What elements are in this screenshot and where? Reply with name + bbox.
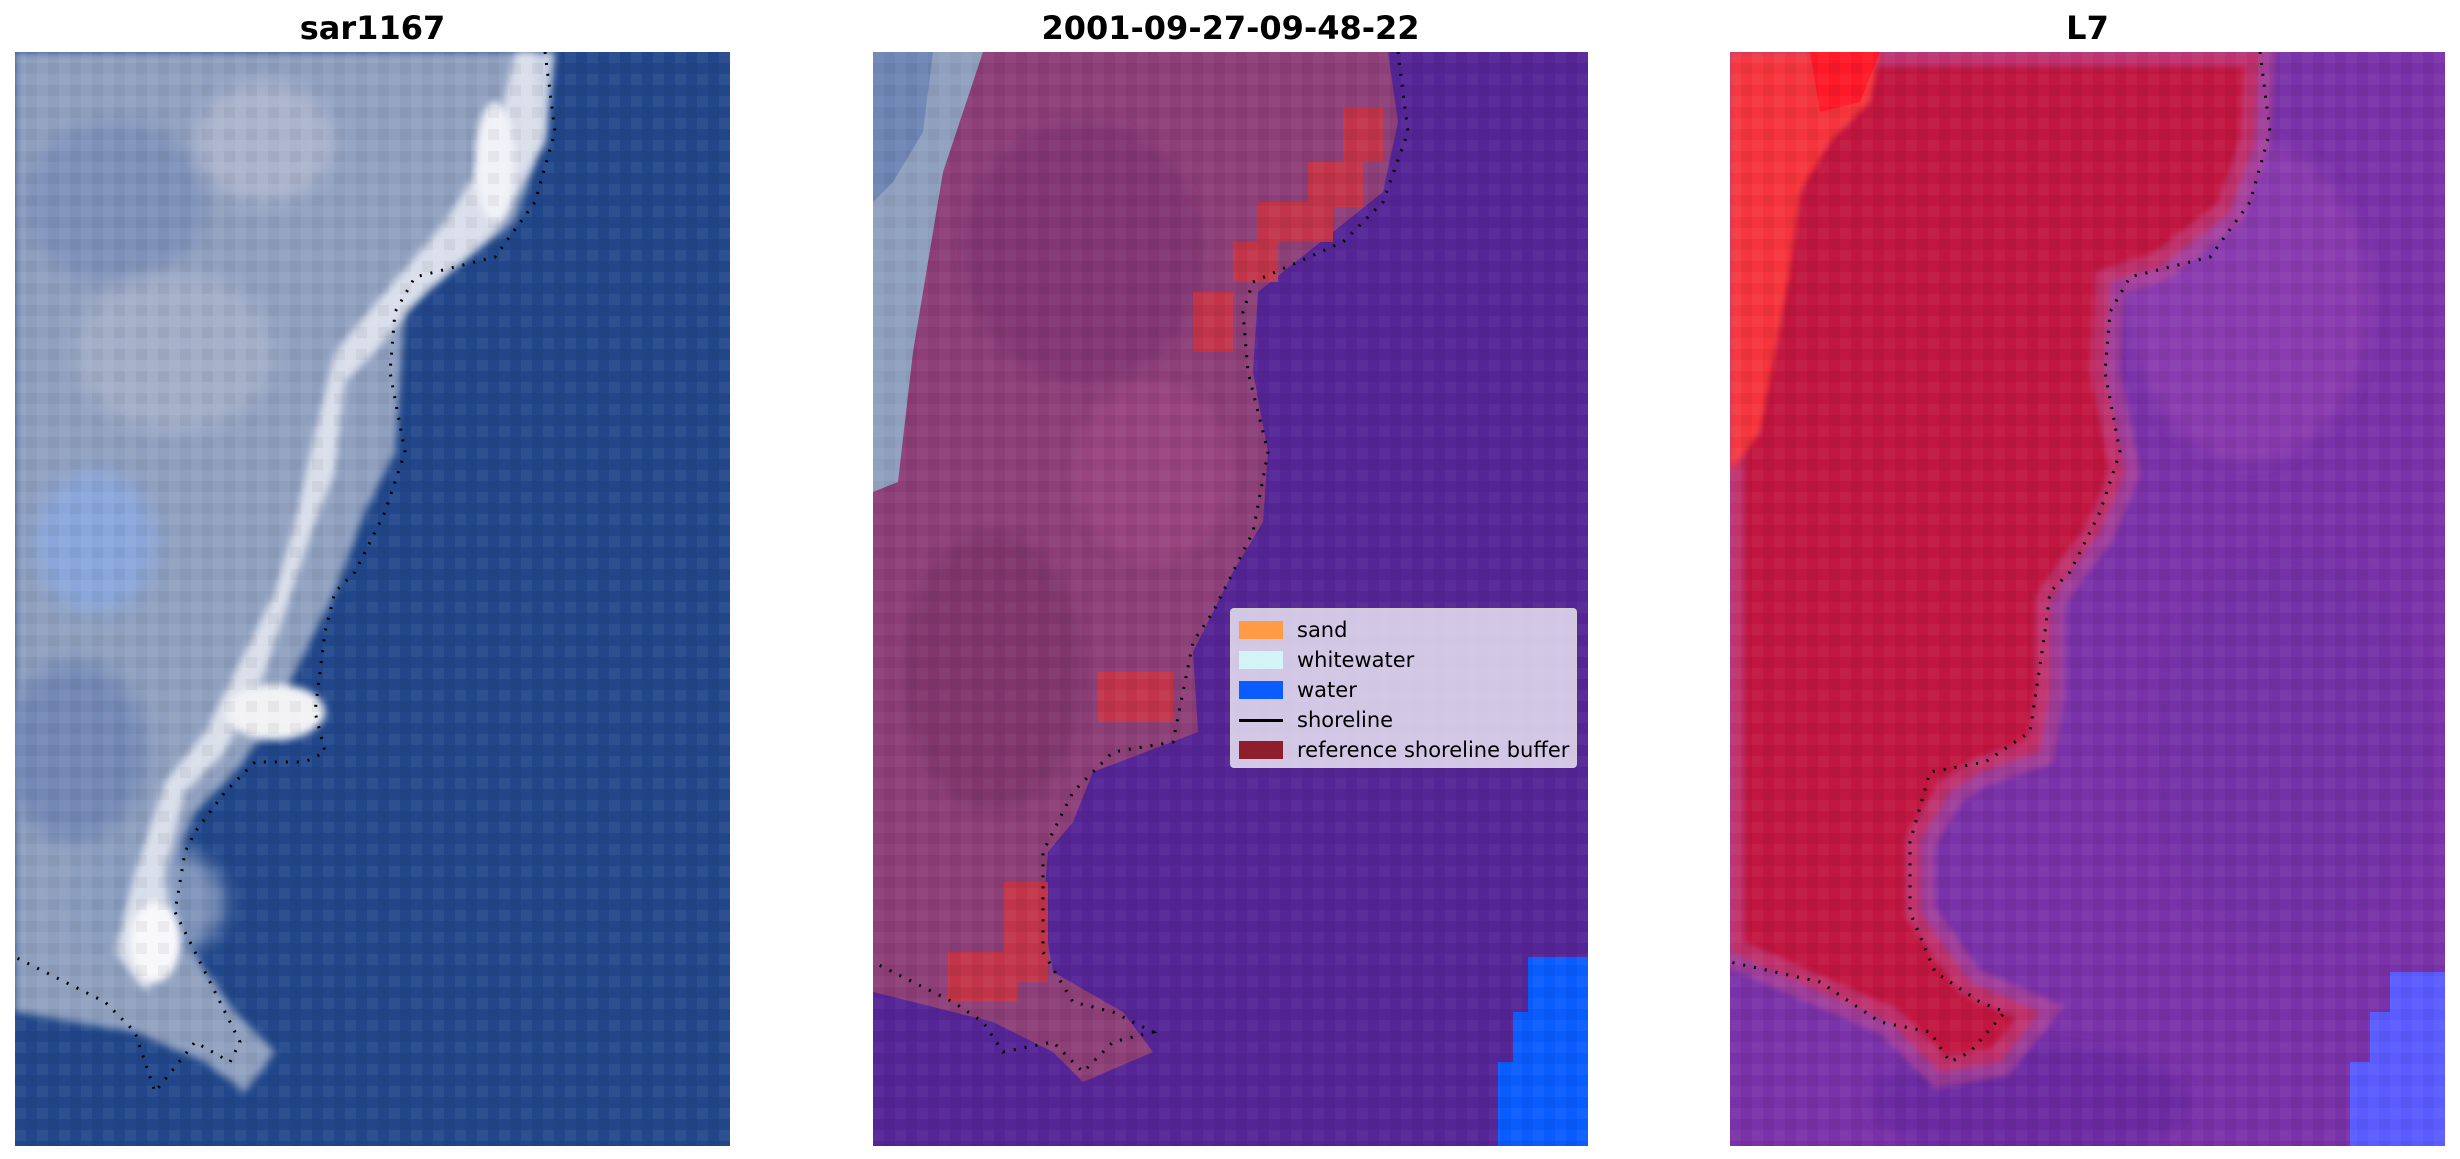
classification-image — [873, 52, 1588, 1146]
rgb-image — [15, 52, 730, 1146]
legend-label: whitewater — [1297, 648, 1415, 672]
legend-item-sand: sand — [1239, 615, 1568, 645]
legend-item-water: water — [1239, 675, 1568, 705]
panel-rgb: sar1167 — [15, 0, 730, 1159]
legend-label: sand — [1297, 618, 1348, 642]
sand-swatch — [1239, 621, 1283, 639]
legend-label: reference shoreline buffer — [1297, 738, 1570, 762]
legend-item-whitewater: whitewater — [1239, 645, 1568, 675]
panel-title: 2001-09-27-09-48-22 — [1041, 9, 1420, 47]
legend-item-reference-buffer: reference shoreline buffer — [1239, 735, 1570, 765]
water-swatch — [1239, 681, 1283, 699]
legend-label: shoreline — [1297, 708, 1394, 732]
l7-image — [1730, 52, 2445, 1146]
legend-label: water — [1297, 678, 1357, 702]
panel-title: L7 — [2066, 9, 2109, 47]
legend-item-shoreline: shoreline — [1239, 705, 1568, 735]
panel-title: sar1167 — [299, 9, 446, 47]
legend: sand whitewater water shoreline referenc… — [1230, 608, 1577, 768]
panel-l7: L7 — [1730, 0, 2445, 1159]
panel-classification: 2001-09-27-09-48-22 — [873, 0, 1588, 1159]
shoreline-line — [1239, 718, 1283, 722]
buffer-swatch — [1239, 741, 1283, 759]
whitewater-swatch — [1239, 651, 1283, 669]
